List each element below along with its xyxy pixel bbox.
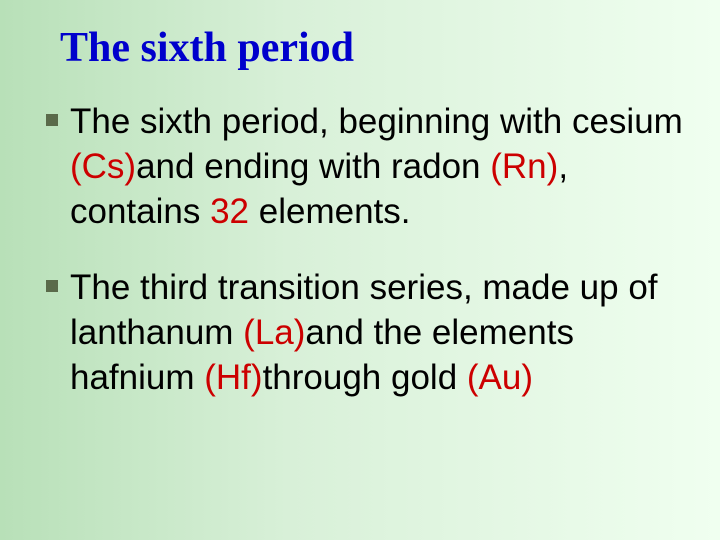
highlight-run: (Rn): [490, 147, 558, 186]
slide-title: The sixth period: [60, 24, 688, 72]
bullet-marker-icon: [46, 280, 58, 292]
bullet-item: The sixth period, beginning with cesium …: [32, 100, 688, 234]
highlight-run: 32: [210, 192, 249, 231]
bullet-text: The sixth period, beginning with cesium …: [70, 100, 688, 234]
text-run: and ending with radon: [136, 147, 490, 186]
highlight-run: (Hf): [204, 358, 262, 397]
text-run: through gold: [263, 358, 467, 397]
bullet-marker-icon: [46, 114, 58, 126]
highlight-run: (Au): [467, 358, 533, 397]
text-run: The sixth period, beginning with cesium: [70, 102, 683, 141]
bullet-text: The third transition series, made up of …: [70, 266, 688, 400]
text-run: elements.: [249, 192, 410, 231]
highlight-run: (Cs): [70, 147, 136, 186]
highlight-run: (La): [243, 313, 305, 352]
bullet-item: The third transition series, made up of …: [32, 266, 688, 400]
